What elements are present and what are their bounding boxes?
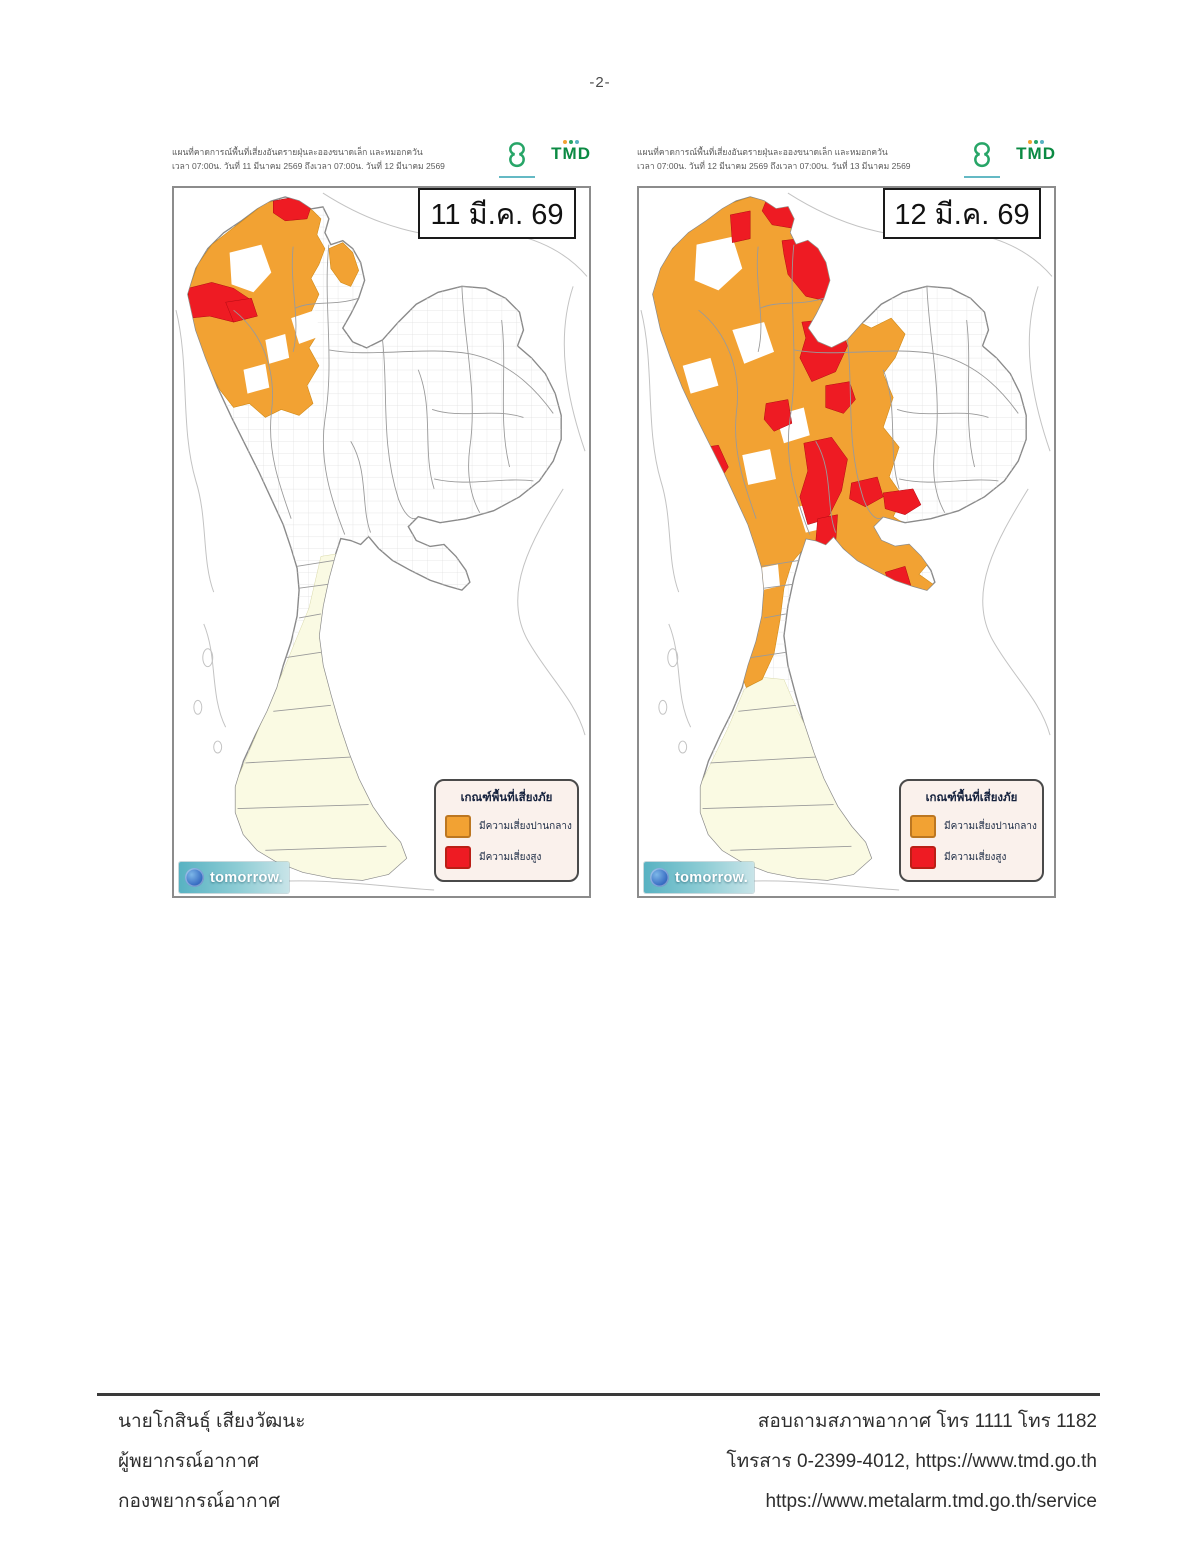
date-box: 12 มี.ค. 69 bbox=[883, 188, 1041, 239]
partner-swirl-icon bbox=[499, 140, 536, 178]
watermark-text: tomorrow. bbox=[210, 869, 284, 886]
forecast-map-panel-2: แผนที่คาดการณ์พื้นที่เสี่ยงอันตรายฝุ่นละ… bbox=[637, 140, 1056, 898]
map-title: แผนที่คาดการณ์พื้นที่เสี่ยงอันตรายฝุ่นละ… bbox=[637, 147, 888, 157]
map-period: เวลา 07:00น. วันที่ 11 มีนาคม 2569 ถึงเว… bbox=[172, 160, 445, 171]
page-number: -2- bbox=[589, 74, 611, 91]
watermark-text: tomorrow. bbox=[675, 869, 749, 886]
partner-swirl-icon bbox=[964, 140, 1001, 178]
legend-item-moderate: มีความเสี่ยงปานกลาง bbox=[445, 815, 572, 838]
legend-item-high: มีความเสี่ยงสูง bbox=[445, 846, 568, 869]
high-swatch bbox=[445, 846, 471, 869]
footer-forecaster-block: นายโกสินธุ์ เสียงวัฒนะ ผู้พยากรณ์อากาศ ก… bbox=[118, 1402, 306, 1522]
map-header: แผนที่คาดการณ์พื้นที่เสี่ยงอันตรายฝุ่นละ… bbox=[637, 140, 1056, 186]
tomorrow-watermark: tomorrow. bbox=[644, 862, 754, 893]
legend-item-high: มีความเสี่ยงสูง bbox=[910, 846, 1033, 869]
contact-service-url: https://www.metalarm.tmd.go.th/service bbox=[765, 1491, 1097, 1512]
legend-title: เกณฑ์พื้นที่เสี่ยงภัย bbox=[925, 792, 1018, 804]
legend-title: เกณฑ์พื้นที่เสี่ยงภัย bbox=[460, 792, 553, 804]
thailand-map-12mar bbox=[640, 192, 1053, 891]
map-title: แผนที่คาดการณ์พื้นที่เสี่ยงอันตรายฝุ่นละ… bbox=[172, 147, 423, 157]
province-borders bbox=[698, 244, 1019, 851]
south-low-region bbox=[696, 677, 880, 881]
moderate-risk-areas bbox=[187, 198, 359, 418]
date-box: 11 มี.ค. 69 bbox=[418, 188, 576, 239]
globe-icon bbox=[650, 868, 669, 887]
legend-item-moderate: มีความเสี่ยงปานกลาง bbox=[910, 815, 1037, 838]
contact-fax-web: โทรสาร 0-2399-4012, https://www.tmd.go.t… bbox=[726, 1451, 1097, 1472]
moderate-swatch bbox=[445, 815, 471, 838]
map-header: แผนที่คาดการณ์พื้นที่เสี่ยงอันตรายฝุ่นละ… bbox=[172, 140, 591, 186]
tmd-logo-dots bbox=[551, 140, 591, 144]
risk-legend: เกณฑ์พื้นที่เสี่ยงภัย มีความเสี่ยงปานกลา… bbox=[899, 779, 1044, 882]
forecast-map-panel-1: แผนที่คาดการณ์พื้นที่เสี่ยงอันตรายฝุ่นละ… bbox=[172, 140, 591, 898]
map-canvas: 12 มี.ค. 69 เกณฑ์พื้นที่เสี่ยงภัย มีความ… bbox=[637, 186, 1056, 898]
tmd-logo-text: TMD bbox=[1016, 144, 1056, 163]
forecaster-name: นายโกสินธุ์ เสียงวัฒนะ bbox=[118, 1411, 306, 1432]
thailand-map-11mar bbox=[175, 192, 588, 891]
globe-icon bbox=[185, 868, 204, 887]
map-canvas: 11 มี.ค. 69 เกณฑ์พื้นที่เสี่ยงภัย มีความ… bbox=[172, 186, 591, 898]
footer-contact-block: สอบถามสภาพอากาศ โทร 1111 โทร 1182 โทรสาร… bbox=[726, 1402, 1097, 1522]
high-swatch bbox=[910, 846, 936, 869]
high-risk-areas bbox=[187, 196, 312, 323]
tmd-logo: TMD bbox=[1016, 140, 1056, 162]
map-period: เวลา 07:00น. วันที่ 12 มีนาคม 2569 ถึงเว… bbox=[637, 160, 911, 171]
forecaster-title: ผู้พยากรณ์อากาศ bbox=[118, 1451, 260, 1472]
contact-phone: สอบถามสภาพอากาศ โทร 1111 โทร 1182 bbox=[757, 1411, 1097, 1432]
south-low-region bbox=[231, 548, 415, 881]
footer-divider bbox=[97, 1393, 1100, 1396]
tmd-logo-text: TMD bbox=[551, 144, 591, 163]
province-borders bbox=[233, 244, 554, 851]
date-label: 12 มี.ค. 69 bbox=[894, 198, 1030, 231]
tmd-logo-dots bbox=[1016, 140, 1056, 144]
uncolored-patches bbox=[229, 244, 321, 394]
forecaster-division: กองพยากรณ์อากาศ bbox=[118, 1491, 281, 1512]
moderate-swatch bbox=[910, 815, 936, 838]
tomorrow-watermark: tomorrow. bbox=[179, 862, 289, 893]
risk-legend: เกณฑ์พื้นที่เสี่ยงภัย มีความเสี่ยงปานกลา… bbox=[434, 779, 579, 882]
tmd-logo: TMD bbox=[551, 140, 591, 162]
date-label: 11 มี.ค. 69 bbox=[430, 198, 564, 231]
